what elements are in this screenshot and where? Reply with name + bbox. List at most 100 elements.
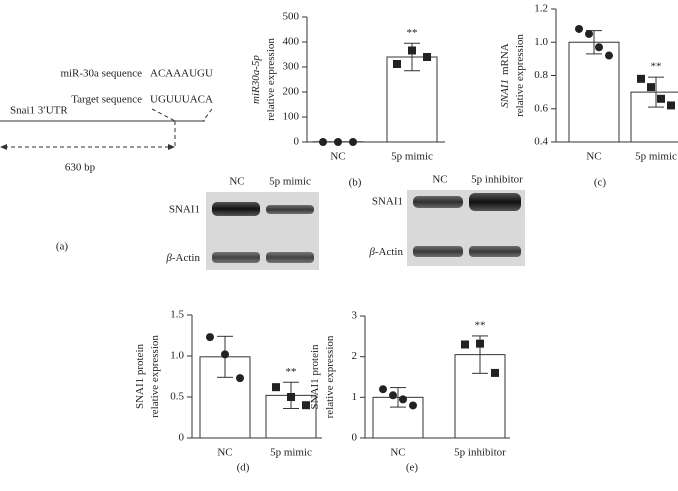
y-axis-label: miR30a-5p [250, 55, 262, 104]
lane-label: NC [229, 176, 244, 188]
y-axis-label-part: relative expression [514, 34, 526, 117]
y-axis-label-part: relative expression [324, 335, 336, 418]
panel-label: (e) [406, 462, 419, 474]
row-label-part: β [165, 252, 172, 264]
panel-label: (b) [349, 177, 362, 189]
band [413, 246, 463, 257]
y-axis-label: SNAI1 protein [309, 344, 321, 410]
pair-line [202, 108, 213, 122]
y-axis-label: relative expression [149, 335, 161, 418]
y-tick-label: 2 [352, 350, 358, 362]
y-axis-label-part: relative expression [149, 335, 161, 418]
data-point [319, 138, 327, 146]
data-point [667, 101, 675, 110]
x-tick-label: 5p mimic [270, 447, 312, 459]
y-tick-label: 0.5 [170, 391, 184, 403]
band [413, 196, 463, 208]
row-label: β-Actin [368, 246, 403, 258]
y-tick-label: 0.4 [534, 136, 548, 148]
pair-line [151, 108, 176, 122]
panel-label: (a) [56, 241, 69, 253]
y-tick-label: 0.6 [534, 102, 548, 114]
band [469, 193, 521, 211]
lane-label: 5p mimic [269, 176, 311, 188]
significance: ** [407, 27, 418, 39]
band [266, 252, 314, 263]
y-axis-label-part: SNAI1 protein [309, 344, 321, 410]
y-axis-label-part: SNAI1 protein [134, 343, 146, 409]
diagram: miR-30a sequence ACAAAUGU Target sequenc… [0, 68, 213, 174]
data-point [389, 391, 397, 400]
data-point [393, 60, 401, 68]
data-point [585, 29, 593, 38]
data-point [476, 339, 484, 348]
y-tick-label: 300 [283, 61, 300, 73]
data-point [221, 350, 229, 359]
significance: ** [475, 319, 486, 331]
row-label: β-Actin [165, 252, 200, 264]
x-tick-label: 5p mimic [635, 151, 677, 163]
x-tick-label: 5p inhibitor [454, 447, 506, 459]
blot: NC 5p inhibitor SNAI1 β-Actin [368, 174, 525, 266]
data-point [408, 46, 416, 55]
y-tick-label: 3 [352, 310, 358, 322]
band [266, 205, 314, 214]
x-tick-label: NC [390, 447, 405, 459]
panel-label: (c) [594, 177, 607, 189]
utr-label: Snai1 3′UTR [10, 105, 68, 117]
target-sequence: UGUUUACA [150, 94, 213, 106]
band [212, 252, 260, 263]
y-tick-label: 0 [294, 136, 300, 148]
panel-label: (d) [237, 462, 250, 474]
y-tick-label: 400 [283, 36, 300, 48]
data-point [334, 138, 342, 146]
data-point [657, 94, 665, 103]
data-point [287, 393, 295, 401]
x-tick-label: NC [330, 151, 345, 163]
data-point [647, 83, 655, 92]
y-axis-label: SNAI1 mRNA [499, 43, 511, 108]
data-point [605, 51, 613, 60]
x-tick-label: NC [586, 151, 601, 163]
row-label-part: β [368, 246, 375, 258]
y-axis-label: relative expression [514, 34, 526, 117]
lane-label: 5p inhibitor [471, 174, 523, 186]
data-point [637, 74, 645, 83]
data-point [575, 24, 583, 33]
y-tick-label: 200 [283, 86, 300, 98]
y-tick-label: 1.0 [170, 350, 184, 362]
data-point [379, 385, 387, 394]
y-axis-label-part: SNAI1 [499, 79, 511, 108]
significance: ** [286, 366, 297, 378]
y-tick-label: 1.2 [534, 3, 548, 15]
data-point [423, 53, 431, 61]
significance: ** [651, 61, 662, 73]
bar [630, 91, 678, 143]
data-point [272, 383, 280, 392]
y-tick-label: 1.5 [170, 309, 184, 321]
row-label-part: -Actin [375, 246, 404, 258]
lane-label: NC [432, 174, 447, 186]
y-tick-label: 0.8 [534, 69, 548, 81]
x-tick-label: 5p mimic [391, 151, 433, 163]
mirna-sequence: ACAAAUGU [150, 68, 213, 80]
data-point [399, 395, 407, 404]
data-point [206, 333, 214, 342]
y-axis-label: relative expression [324, 335, 336, 418]
y-axis-label: SNAI1 protein [134, 343, 146, 409]
y-axis-label-part: miR30a-5p [250, 55, 262, 104]
target-label: Target sequence [71, 94, 142, 106]
blot: NC 5p mimic SNAI1 β-Actin [165, 176, 319, 270]
data-point [461, 340, 469, 349]
band [469, 246, 521, 257]
row-label: SNAI1 [372, 196, 403, 208]
y-tick-label: 0 [352, 432, 358, 444]
y-tick-label: 0 [179, 432, 185, 444]
row-label: SNAI1 [169, 204, 200, 216]
band [212, 202, 260, 216]
data-point [236, 374, 244, 383]
y-tick-label: 1 [352, 391, 358, 403]
data-point [491, 368, 499, 377]
y-tick-label: 1.0 [534, 36, 548, 48]
